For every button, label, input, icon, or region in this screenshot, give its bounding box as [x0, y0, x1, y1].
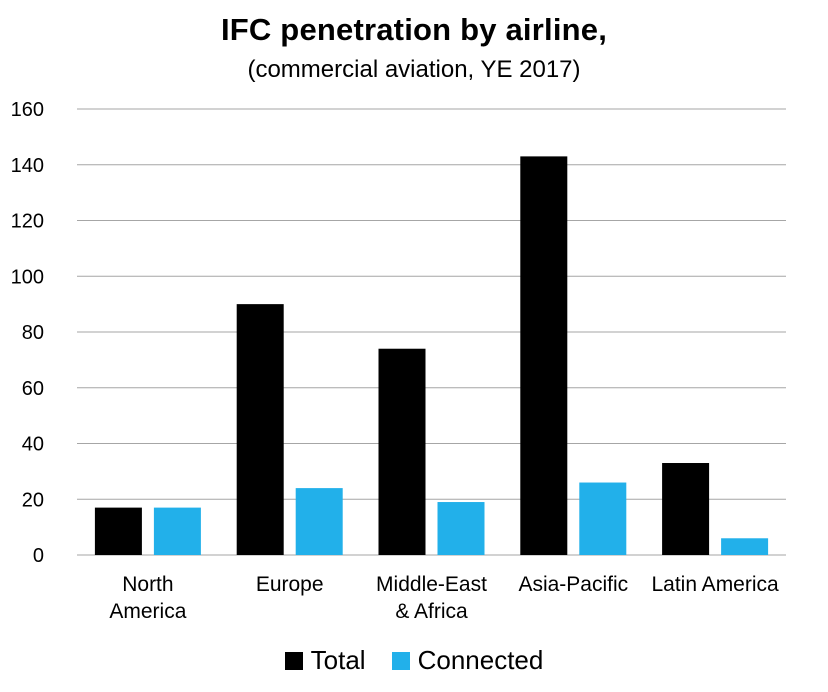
- y-tick-label: 160: [11, 99, 44, 121]
- bar-connected: [295, 488, 343, 555]
- bar-connected: [721, 538, 769, 555]
- x-category-label: Europe: [256, 573, 324, 596]
- y-tick-label: 140: [11, 155, 44, 177]
- legend-item-connected: Connected: [391, 645, 544, 676]
- y-tick-label: 100: [11, 266, 44, 288]
- y-tick-label: 20: [22, 489, 44, 511]
- chart-title: IFC penetration by airline,: [220, 12, 608, 47]
- x-category-label: Asia-Pacific: [518, 573, 628, 596]
- y-tick-label: 60: [22, 378, 44, 400]
- legend-swatch-connected: [391, 651, 410, 670]
- bar-connected: [153, 507, 201, 555]
- x-category-label: & Africa: [395, 600, 468, 623]
- x-category-label: Middle-East: [376, 573, 487, 596]
- bar-total: [662, 463, 710, 555]
- y-tick-label: 40: [22, 434, 44, 456]
- bar-total: [520, 156, 568, 555]
- y-tick-label: 80: [22, 322, 44, 344]
- bar-total: [378, 348, 426, 555]
- y-tick-label: 0: [33, 545, 44, 567]
- legend-swatch-total: [284, 651, 303, 670]
- bar-total: [94, 507, 142, 555]
- legend-label-connected: Connected: [417, 645, 544, 675]
- legend-item-total: Total: [284, 645, 366, 676]
- legend-label-total: Total: [310, 645, 366, 675]
- x-category-label: America: [109, 600, 186, 623]
- chart-legend: Total Connected: [0, 645, 828, 676]
- bar-total: [236, 304, 284, 555]
- x-category-label: Latin America: [651, 573, 779, 596]
- bar-connected: [437, 502, 485, 555]
- chart-subtitle: (commercial aviation, YE 2017): [247, 56, 581, 83]
- y-tick-label: 120: [11, 211, 44, 233]
- bar-connected: [579, 482, 627, 555]
- x-category-label: North: [122, 573, 173, 596]
